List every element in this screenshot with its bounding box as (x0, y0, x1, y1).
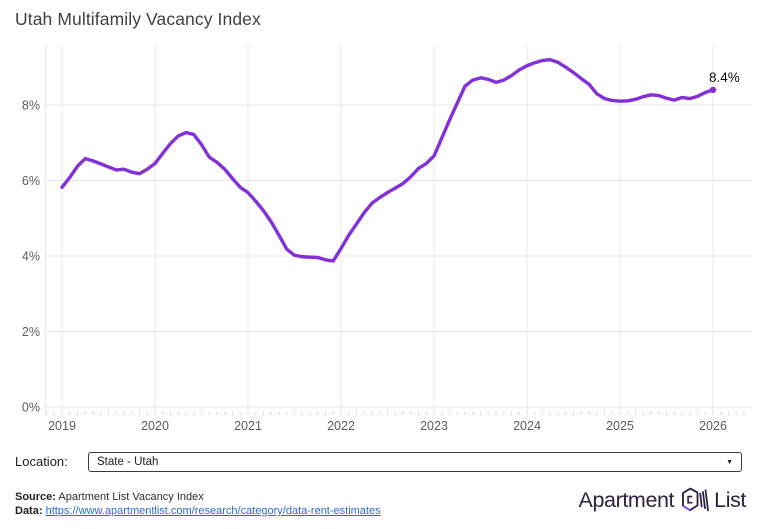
data-link[interactable]: https://www.apartmentlist.com/research/c… (45, 505, 381, 517)
apartment-list-logo: Apartment List (579, 487, 746, 518)
source-text: Apartment List Vacancy Index (58, 491, 204, 503)
chart-title: Utah Multifamily Vacancy Index (15, 9, 261, 29)
y-tick-label: 2% (22, 325, 40, 339)
x-tick-label: 2020 (141, 419, 169, 433)
location-dropdown[interactable]: State - Utah ▼ (88, 452, 742, 472)
y-tick-label: 4% (22, 250, 40, 264)
data-label: Data: (15, 505, 43, 517)
y-tick-label: 0% (22, 401, 40, 415)
dropdown-caret-icon: ▼ (726, 458, 733, 466)
end-point-dot (709, 86, 717, 94)
footer: Source: Apartment List Vacancy Index Dat… (15, 487, 746, 518)
end-value-label: 8.4% (709, 70, 740, 85)
logo-text-list: List (714, 488, 746, 512)
location-label: Location: (15, 454, 68, 469)
apartment-list-logo-icon (682, 487, 710, 512)
footnotes: Source: Apartment List Vacancy Index Dat… (15, 490, 381, 518)
source-line: Source: Apartment List Vacancy Index (15, 490, 381, 504)
x-tick-label: 2021 (234, 419, 262, 433)
logo-text-apartment: Apartment (578, 488, 675, 512)
y-tick-label: 8% (22, 99, 40, 113)
x-tick-label: 2024 (513, 419, 541, 433)
x-tick-label: 2025 (606, 419, 634, 433)
y-tick-label: 6% (22, 174, 40, 188)
location-selected-value: State - Utah (97, 456, 159, 468)
source-label: Source: (15, 491, 56, 503)
vacancy-line-chart: 0% 2% 4% 6% 8% 2019 2020 2021 2022 2023 2024 2025 20… (22, 45, 752, 433)
location-bar: Location: State - Utah ▼ (0, 452, 759, 474)
x-tick-label: 2023 (420, 419, 448, 433)
x-tick-label: 2019 (48, 419, 76, 433)
data-line: Data: https://www.apartmentlist.com/rese… (15, 504, 381, 518)
x-tick-label: 2022 (327, 419, 355, 433)
vacancy-line (60, 58, 715, 263)
x-tick-label: 2026 (699, 419, 727, 433)
